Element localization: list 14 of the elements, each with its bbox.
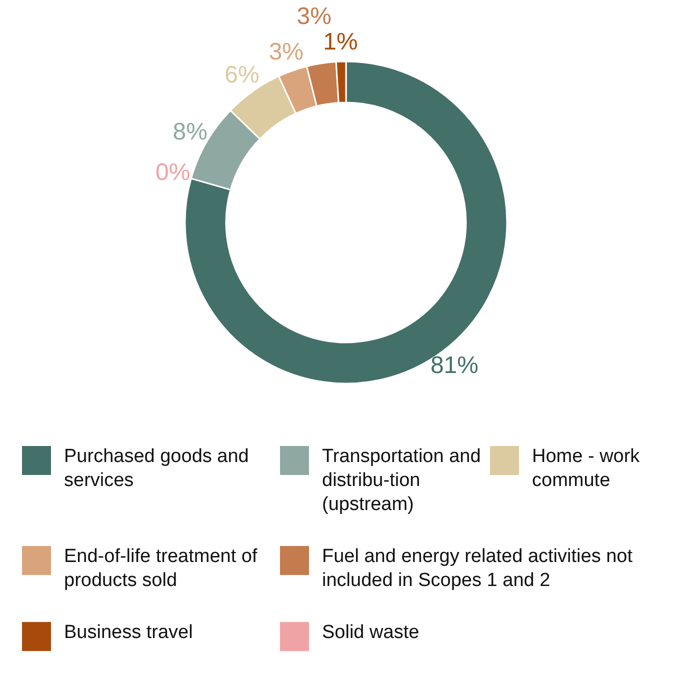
- legend-label: Business travel: [64, 621, 193, 645]
- data-label: 8%: [172, 118, 208, 146]
- data-label: 3%: [296, 2, 332, 30]
- legend-label: Solid waste: [322, 621, 420, 645]
- data-label: 6%: [224, 62, 260, 89]
- data-label: 81%: [430, 352, 478, 380]
- data-label: 1%: [323, 28, 358, 56]
- legend-label: Transportation and distribu-tion (upstream): [322, 445, 482, 517]
- data-label: 3%: [268, 38, 304, 66]
- legend-label: Fuel and energy related activities not included in Scopes 1 and 2: [322, 545, 634, 593]
- legend-label: Home - work commute: [532, 445, 641, 493]
- legend-label: End-of-life treatment of products sold: [64, 545, 258, 593]
- text: 0%: [156, 159, 190, 186]
- legend-label: Purchased goods and services: [64, 445, 250, 493]
